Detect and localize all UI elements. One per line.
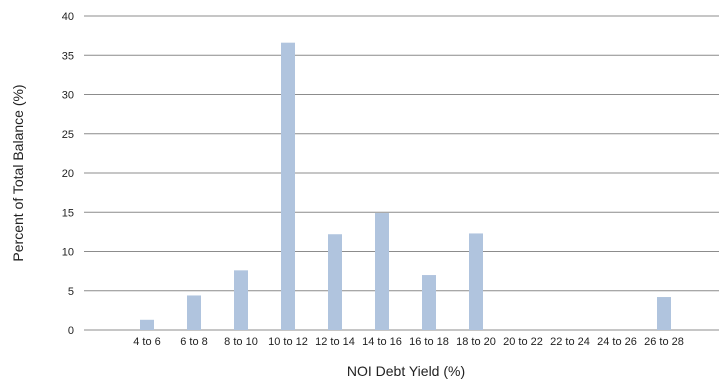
bar-10-to-12: [281, 42, 295, 330]
x-tick-label: 12 to 14: [315, 336, 355, 348]
y-tick-label: 40: [62, 11, 74, 23]
bar-8-to-10: [234, 270, 248, 330]
bar-16-to-18: [422, 275, 436, 330]
y-axis-ticks: 0 5 10 15 20 25 30 35 40: [62, 11, 74, 337]
x-tick-label: 10 to 12: [268, 336, 308, 348]
y-tick-label: 35: [62, 50, 74, 62]
x-axis-title: NOI Debt Yield (%): [347, 363, 465, 379]
x-tick-label: 6 to 8: [180, 336, 208, 348]
y-tick-label: 10: [62, 247, 74, 259]
y-tick-label: 25: [62, 129, 74, 141]
x-tick-label: 26 to 28: [644, 336, 684, 348]
x-tick-label: 20 to 22: [503, 336, 543, 348]
x-tick-label: 18 to 20: [456, 336, 496, 348]
y-axis-title: Percent of Total Balance (%): [10, 84, 26, 261]
y-tick-label: 30: [62, 90, 74, 102]
bar-6-to-8: [187, 295, 201, 330]
x-axis-ticks: 4 to 6 6 to 8 8 to 10 10 to 12 12 to 14 14 to…: [133, 336, 684, 348]
y-tick-label: 20: [62, 168, 74, 180]
bar-12-to-14: [328, 234, 342, 330]
y-tick-label: 0: [68, 325, 74, 337]
x-tick-label: 22 to 24: [550, 336, 590, 348]
bar-4-to-6: [140, 319, 154, 330]
x-tick-label: 16 to 18: [409, 336, 449, 348]
x-tick-label: 14 to 16: [362, 336, 402, 348]
bars: [140, 42, 671, 330]
x-tick-label: 8 to 10: [224, 336, 258, 348]
bar-26-to-28: [657, 297, 671, 330]
bar-18-to-20: [469, 233, 483, 330]
y-tick-label: 5: [68, 286, 74, 298]
y-tick-label: 15: [62, 207, 74, 219]
gridlines: [84, 15, 719, 331]
x-tick-label: 24 to 26: [597, 336, 637, 348]
bar-14-to-16: [375, 213, 389, 330]
x-tick-label: 4 to 6: [133, 336, 161, 348]
